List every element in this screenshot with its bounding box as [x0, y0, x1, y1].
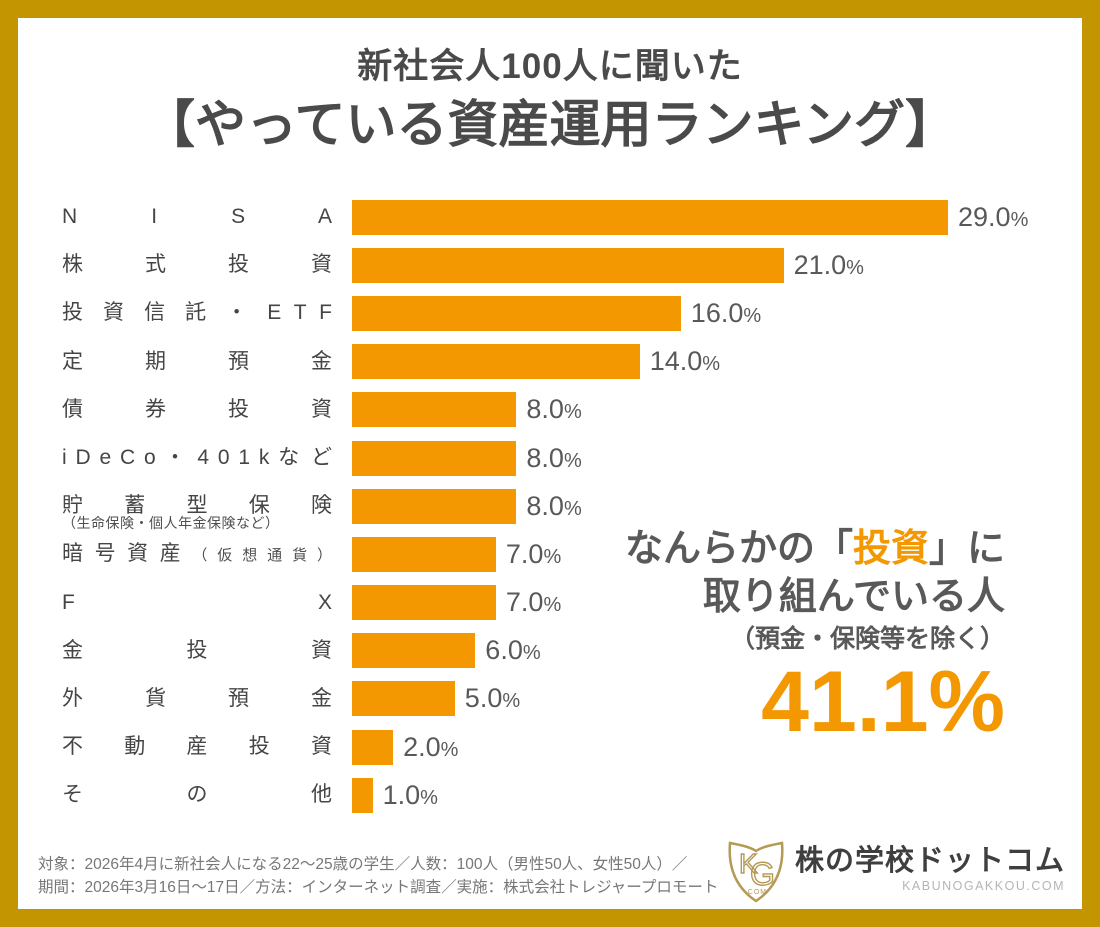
category-label: F X	[62, 590, 332, 614]
value-label: 8.0%	[526, 442, 582, 473]
title-line-1: 新社会人100人に聞いた	[357, 47, 743, 86]
bar	[352, 488, 517, 524]
category-label: 定 期 預 金	[62, 349, 332, 373]
value-label: 6.0%	[485, 635, 541, 666]
value-label: 7.0%	[505, 587, 562, 618]
callout-line-2: 取り組んでいる人	[702, 575, 1005, 618]
category-label: 不 動 産 投 資	[62, 735, 332, 759]
chart-row: 債 券 投 資 8.0%	[62, 386, 1028, 434]
title-line-2: 【やっている資産運用ランキング】	[144, 95, 956, 153]
chart-row: N I S A 29.0%	[62, 193, 1028, 241]
value-label: 1.0%	[382, 779, 438, 810]
logo-name: 株の学校ドットコム	[794, 845, 1065, 878]
brand-logo: K G .COM 株の学校ドットコム KABUNOGAKKOU.COM	[723, 833, 1065, 905]
chart-row: F X 7.0%	[62, 579, 1028, 627]
category-label: i D e C o ・ 4 0 1 k な ど	[62, 445, 332, 469]
value-label: 16.0%	[690, 297, 762, 328]
category-note: （ 仮 想 通 貨 ）	[192, 547, 332, 565]
bar	[352, 681, 455, 717]
category-label: 暗 号 資 産 （ 仮 想 通 貨 ）	[62, 542, 332, 566]
svg-text:G: G	[750, 856, 775, 892]
bar	[352, 295, 681, 331]
category-label: 債 券 投 資	[62, 397, 332, 421]
value-label: 29.0%	[958, 201, 1029, 232]
category-label: 金 投 資	[62, 638, 332, 662]
svg-text:K: K	[739, 848, 758, 879]
value-label: 8.0%	[526, 394, 582, 425]
value-label: 8.0%	[526, 490, 582, 521]
value-label: 7.0%	[505, 538, 562, 569]
footnote-line-1: 対象：2026年4月に新社会人になる22〜25歳の学生／人数：100人（男性50…	[38, 855, 688, 873]
category-label: そ の 他	[62, 783, 332, 807]
bar	[352, 633, 476, 669]
bar	[352, 392, 517, 428]
bar	[352, 777, 373, 813]
survey-footnote: 対象：2026年4月に新社会人になる22〜25歳の学生／人数：100人（男性50…	[38, 853, 718, 900]
category-label: 投 資 信 託 ・ E T F	[62, 301, 332, 325]
invest-highlight: 投資	[852, 528, 929, 570]
bar-chart: N I S A 29.0% 株 式 投 資 21.0% 投 資 信 託 ・ E …	[62, 193, 1028, 819]
chart-row: そ の 他 1.0%	[62, 771, 1028, 819]
category-label: 株 式 投 資	[62, 253, 332, 277]
category-label: 外 貨 預 金	[62, 686, 332, 710]
chart-row: 不 動 産 投 資 2.0%	[62, 723, 1028, 771]
footnote-line-2: 期間：2026年3月16日〜17日／方法：インターネット調査／実施：株式会社トレ…	[38, 878, 719, 896]
bar	[352, 199, 948, 235]
chart-row: 投 資 信 託 ・ E T F 16.0%	[62, 289, 1028, 337]
chart-row: 株 式 投 資 21.0%	[62, 241, 1028, 289]
category-label: 貯 蓄 型 保 険 （生命保険・個人年金保険など）	[62, 494, 332, 532]
category-label: N I S A	[62, 205, 332, 229]
category-note: （生命保険・個人年金保険など）	[62, 515, 280, 532]
chart-row: 貯 蓄 型 保 険 （生命保険・個人年金保険など） 8.0%	[62, 482, 1028, 532]
value-label: 2.0%	[403, 731, 459, 762]
callout-note: （預金・保険等を除く）	[729, 625, 1005, 653]
bar	[352, 729, 394, 765]
bar	[352, 440, 517, 476]
bar	[352, 536, 496, 572]
logo-text: 株の学校ドットコム KABUNOGAKKOU.COM	[795, 845, 1065, 892]
svg-text:.COM: .COM	[745, 889, 767, 896]
chart-row: 暗 号 資 産 （ 仮 想 通 貨 ） 7.0%	[62, 530, 1028, 578]
chart-row: 金 投 資 6.0%	[62, 627, 1028, 675]
bar	[352, 247, 784, 283]
value-label: 14.0%	[649, 346, 721, 377]
chart-row: 定 期 預 金 14.0%	[62, 338, 1028, 386]
callout-value: 41.1%	[761, 654, 1005, 751]
chart-row: 外 貨 預 金 5.0%	[62, 675, 1028, 723]
bar	[352, 585, 496, 621]
callout-line-1: なんらかの「投資」に	[624, 528, 1005, 570]
chart-row: i D e C o ・ 4 0 1 k な ど 8.0%	[62, 434, 1028, 482]
value-label: 5.0%	[464, 683, 521, 714]
bar	[352, 344, 640, 380]
kg-shield-icon: K G .COM	[728, 841, 784, 903]
logo-domain: KABUNOGAKKOU.COM	[902, 878, 1065, 893]
page-title: 新社会人100人に聞いた 【やっている資産運用ランキング】	[18, 44, 1082, 155]
investment-callout: なんらかの「投資」に 取り組んでいる人 （預金・保険等を除く） 41.1%	[575, 526, 1005, 748]
value-label: 21.0%	[793, 249, 864, 280]
